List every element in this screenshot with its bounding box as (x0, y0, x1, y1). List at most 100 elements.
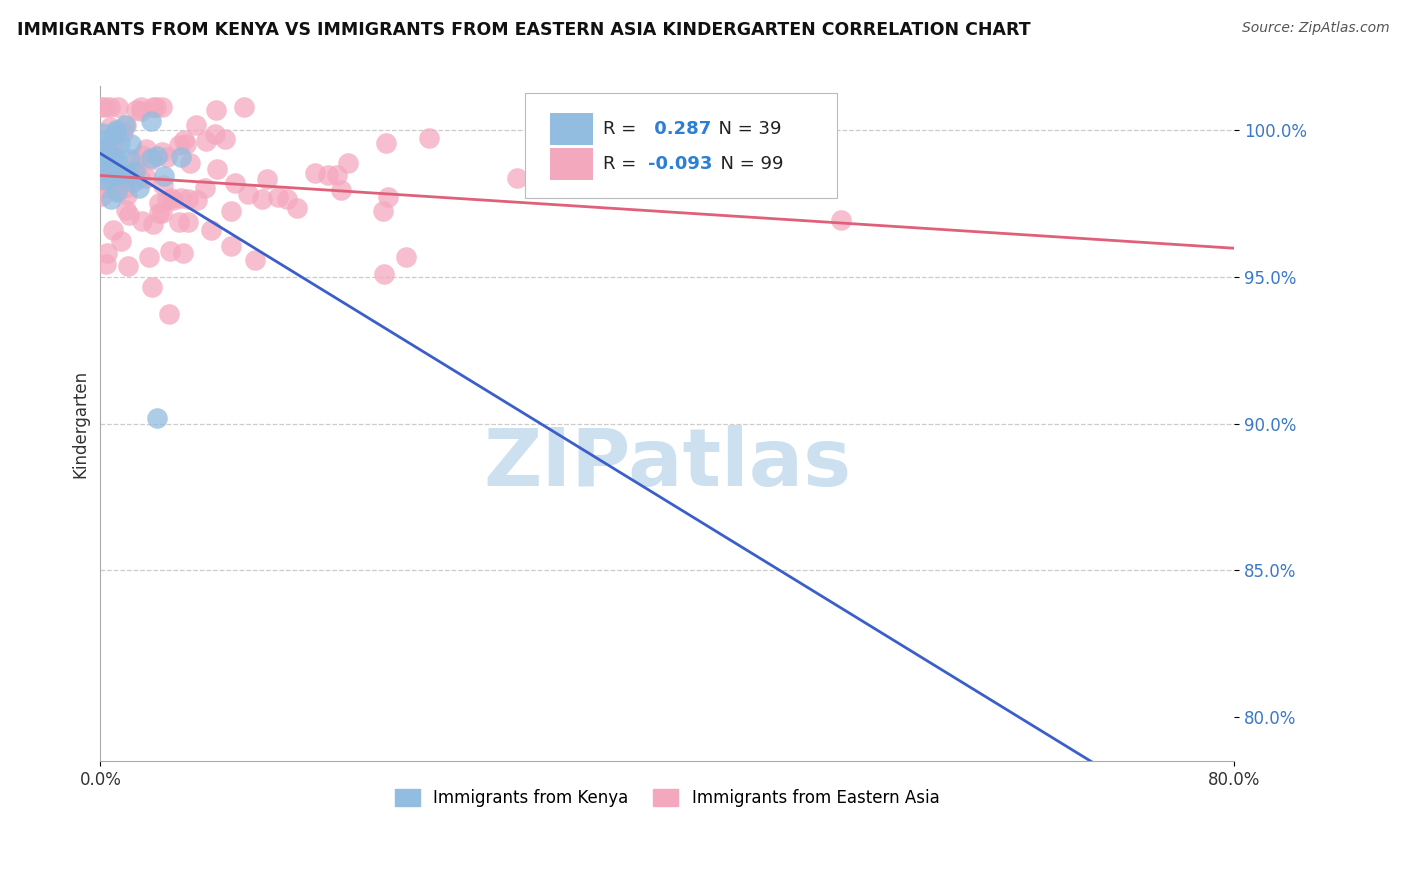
Point (93, 164, 115, 178)
Point (93, 172, 115, 186)
Point (214, 132, 236, 146)
Point (167, 215, 190, 229)
Point (152, 178, 174, 192)
Point (117, 259, 139, 273)
Point (394, 250, 416, 264)
Point (118, 152, 141, 166)
Point (122, 168, 145, 182)
Point (135, 171, 157, 186)
Point (236, 186, 259, 201)
Text: -0.093: -0.093 (648, 155, 713, 173)
Point (90, 141, 112, 155)
Point (276, 192, 298, 206)
Point (141, 114, 163, 128)
Point (125, 161, 148, 176)
Point (375, 136, 398, 150)
Point (224, 176, 246, 190)
Point (91, 180, 114, 194)
FancyBboxPatch shape (550, 148, 593, 180)
Point (150, 100, 173, 114)
Text: 0.287: 0.287 (648, 120, 711, 138)
Point (141, 153, 163, 167)
Point (256, 172, 278, 186)
Point (267, 190, 290, 204)
Point (114, 118, 136, 132)
Point (104, 169, 127, 183)
Point (131, 104, 153, 119)
Point (94, 100, 117, 114)
Point (157, 307, 180, 321)
Point (172, 245, 194, 260)
Point (103, 141, 125, 155)
Point (117, 169, 139, 183)
Point (124, 153, 146, 168)
Point (94, 149, 117, 163)
Point (138, 250, 160, 264)
Point (205, 162, 228, 177)
Point (373, 204, 395, 219)
Point (219, 239, 242, 253)
Point (117, 208, 139, 222)
Point (105, 123, 128, 137)
Point (101, 139, 124, 153)
Point (177, 215, 200, 229)
Point (160, 192, 183, 206)
Point (108, 136, 131, 151)
Point (131, 147, 153, 161)
Point (91, 127, 114, 141)
Point (114, 180, 136, 194)
Point (103, 159, 125, 173)
Point (325, 169, 347, 183)
Point (131, 213, 153, 227)
Point (153, 169, 176, 183)
Point (98, 120, 121, 134)
Point (104, 125, 127, 139)
Point (141, 280, 163, 294)
Point (97, 142, 120, 156)
Point (194, 181, 217, 195)
Point (94, 132, 117, 146)
Point (162, 193, 184, 207)
Point (170, 191, 193, 205)
Point (104, 161, 127, 175)
Point (148, 206, 170, 220)
Point (200, 223, 222, 237)
Point (830, 213, 852, 227)
Y-axis label: Kindergarten: Kindergarten (72, 369, 89, 478)
Point (179, 156, 201, 170)
Text: ZIPatlas: ZIPatlas (484, 425, 851, 503)
Point (97, 148, 120, 162)
Point (94, 257, 117, 271)
Point (142, 100, 165, 114)
Point (124, 163, 146, 178)
Point (506, 171, 529, 186)
Point (111, 125, 134, 139)
Legend: Immigrants from Kenya, Immigrants from Eastern Asia: Immigrants from Kenya, Immigrants from E… (388, 782, 946, 814)
Text: IMMIGRANTS FROM KENYA VS IMMIGRANTS FROM EASTERN ASIA KINDERGARTEN CORRELATION C: IMMIGRANTS FROM KENYA VS IMMIGRANTS FROM… (17, 21, 1031, 38)
Point (204, 127, 226, 141)
Point (205, 103, 228, 118)
Point (110, 234, 132, 248)
Point (96, 163, 118, 178)
Point (148, 195, 170, 210)
Point (141, 151, 163, 165)
Point (114, 118, 136, 132)
Point (112, 167, 135, 181)
Point (100, 192, 122, 206)
Point (98, 172, 121, 186)
Point (93, 142, 115, 156)
Point (146, 410, 169, 425)
Point (129, 171, 152, 186)
Point (105, 152, 128, 166)
Point (156, 193, 179, 207)
Point (304, 166, 326, 180)
Point (150, 205, 173, 219)
Point (125, 103, 148, 118)
Point (105, 182, 128, 196)
Point (107, 100, 129, 114)
Point (103, 151, 125, 165)
Point (90, 100, 112, 114)
Point (90, 150, 112, 164)
Point (129, 100, 152, 114)
Point (243, 253, 266, 268)
